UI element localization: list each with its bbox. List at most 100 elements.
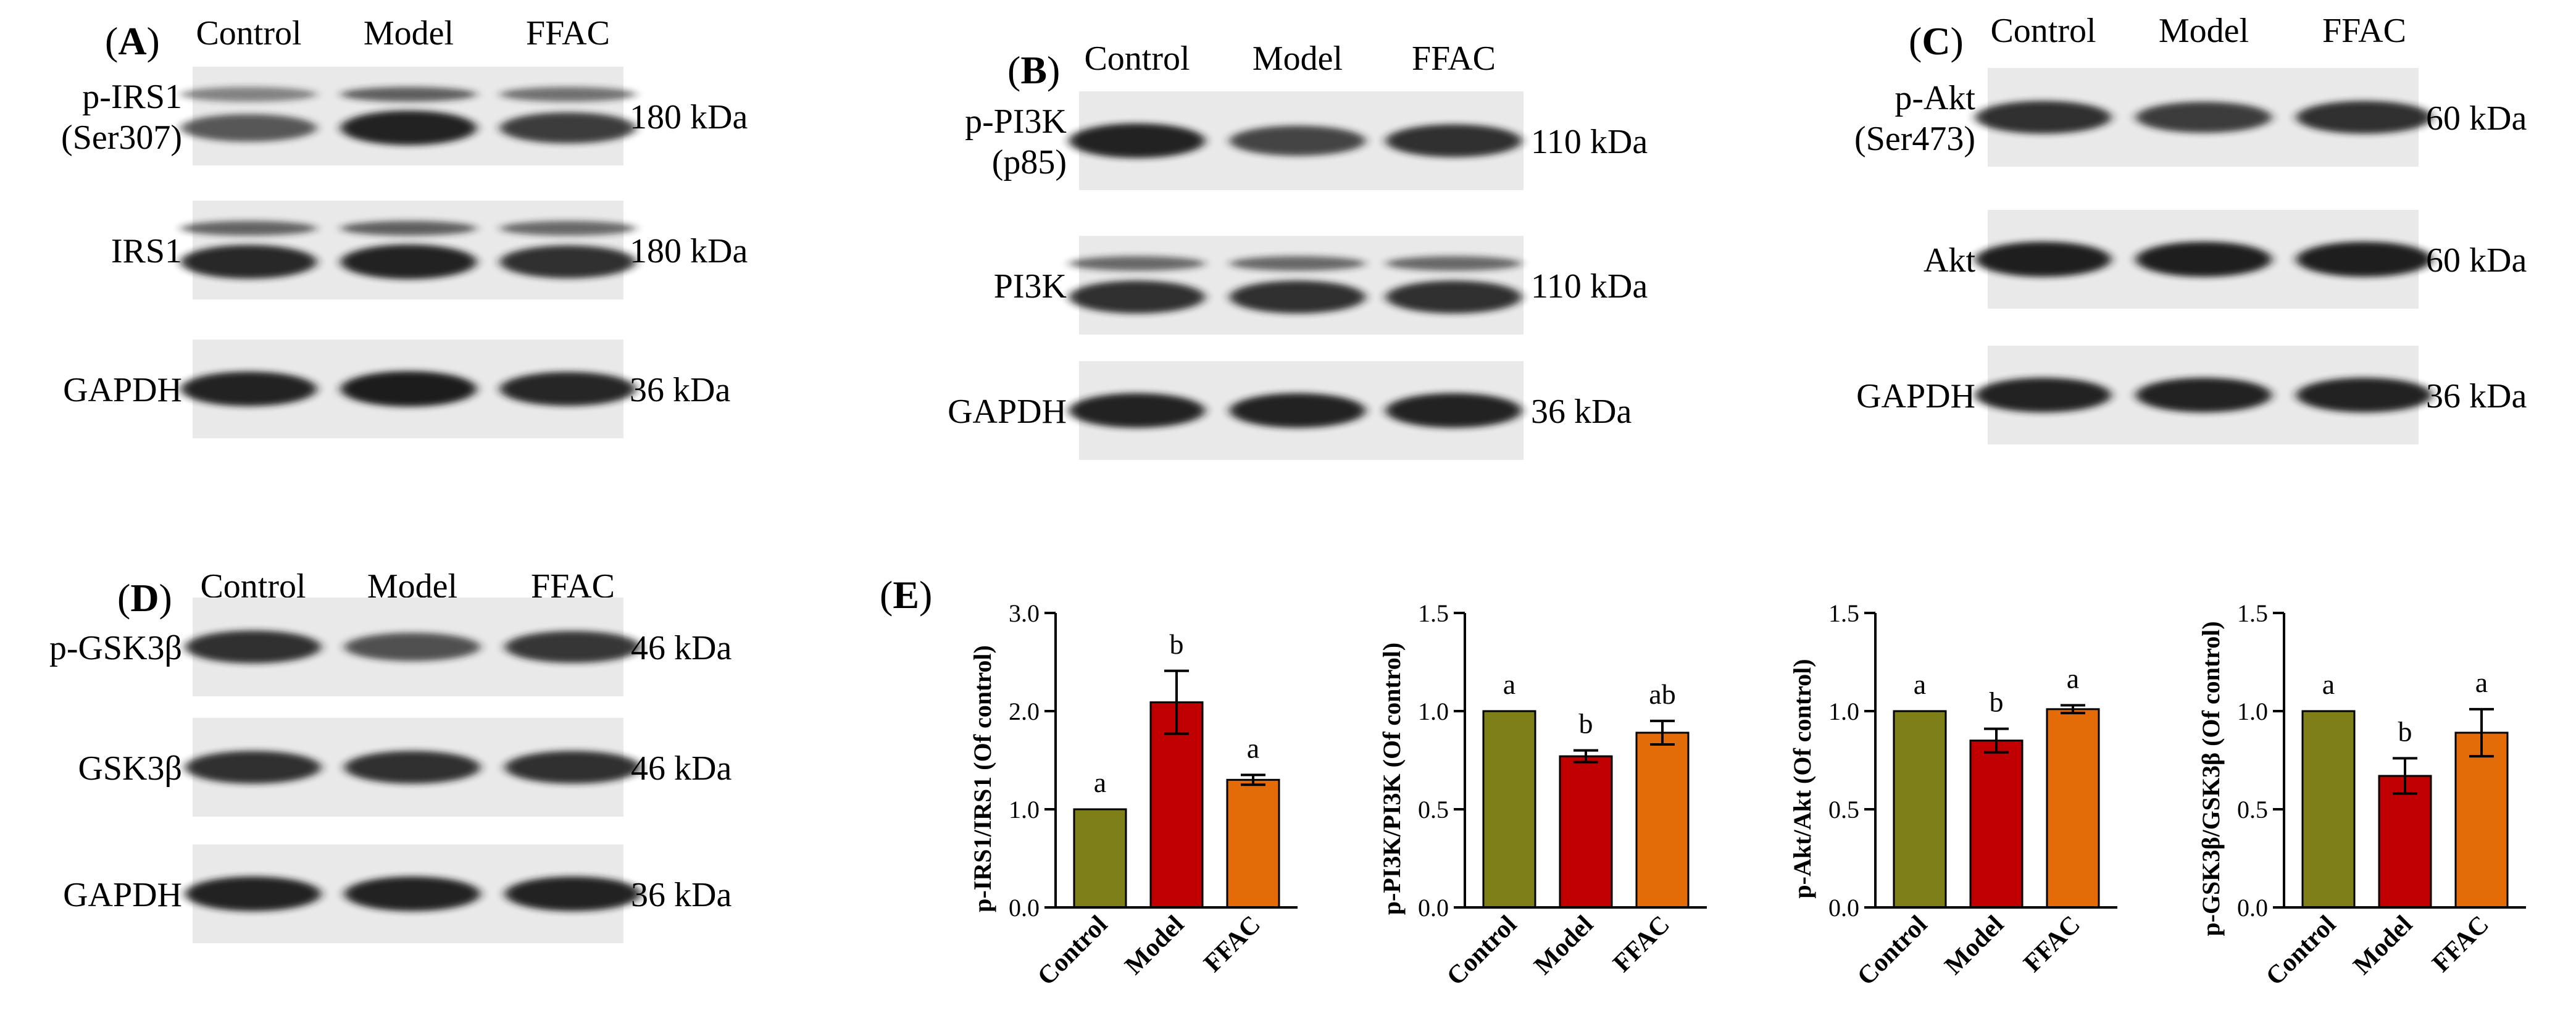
protein-label: p-PI3K (965, 102, 1067, 141)
bar-model (1559, 755, 1613, 909)
protein-band (2136, 377, 2272, 413)
protein-band (344, 632, 480, 662)
protein-band-upper (500, 86, 636, 102)
y-tick-label: 1.5 (2237, 599, 2268, 627)
bar-chart-3: 0.0 0.5 1.0 1.5 p-Akt/Akt (Of control) a Contr… (1788, 599, 2117, 991)
bar-ffac (2454, 731, 2509, 909)
bar-ffac (1226, 778, 1280, 909)
protein-label: IRS1 (111, 232, 182, 270)
lane-label-control: Control (1990, 12, 2096, 50)
blot-row: GSK3β 46 kDa (78, 718, 732, 817)
molecular-weight-label: 60 kDa (2426, 241, 2527, 280)
protein-label: (p85) (992, 143, 1067, 181)
bar-model (2378, 775, 2432, 909)
protein-band (2296, 101, 2432, 134)
significance-letter: a (2067, 662, 2079, 694)
significance-letter: ab (1649, 678, 1675, 710)
protein-label: PI3K (994, 267, 1067, 306)
significance-letter: a (1503, 669, 1515, 700)
molecular-weight-label: 36 kDa (2426, 377, 2527, 415)
x-tick-label: Control (1852, 911, 1933, 991)
x-tick-label: FFAC (2427, 911, 2495, 978)
protein-label: p-IRS1 (82, 78, 182, 116)
bar-control (1073, 808, 1127, 909)
protein-band (505, 876, 641, 912)
significance-letter: b (2398, 715, 2412, 747)
protein-label: GAPDH (63, 371, 182, 409)
x-tick-label: Control (2261, 911, 2341, 991)
molecular-weight-label: 46 kDa (631, 629, 732, 667)
protein-band-upper (341, 86, 477, 102)
y-axis-label: p-IRS1/IRS1 (Of control) (969, 645, 996, 912)
panel-letter: (B) (1007, 48, 1060, 92)
protein-band (505, 631, 641, 663)
significance-letter: a (1914, 669, 1926, 700)
protein-band (1069, 123, 1205, 159)
bar-control (1893, 710, 1947, 909)
y-tick-label: 1.5 (1418, 599, 1449, 627)
protein-band (2296, 241, 2432, 277)
protein-band (1069, 393, 1205, 428)
x-tick-label: Model (1120, 911, 1190, 980)
x-tick-label: Model (2348, 911, 2418, 980)
protein-label: GAPDH (1856, 377, 1975, 415)
y-tick-label: 0.5 (2237, 796, 2268, 823)
protein-band (1975, 101, 2111, 134)
y-axis-label: p-PI3K/PI3K (Of control) (1378, 643, 1406, 915)
protein-band-upper (500, 220, 636, 236)
molecular-weight-label: 180 kDa (630, 232, 748, 270)
protein-band (500, 112, 636, 144)
molecular-weight-label: 36 kDa (631, 876, 732, 914)
protein-band-upper (181, 86, 317, 102)
blot-row: IRS1 180 kDa (111, 201, 748, 299)
x-tick-label: FFAC (1608, 911, 1676, 978)
protein-band (185, 751, 321, 784)
protein-band (1069, 280, 1205, 314)
molecular-weight-label: 46 kDa (631, 749, 732, 788)
protein-band-upper (341, 220, 477, 236)
protein-band (185, 630, 321, 664)
protein-band (1230, 125, 1365, 156)
x-tick-label: Control (1441, 911, 1522, 991)
protein-band (181, 244, 317, 279)
protein-band (2296, 377, 2432, 413)
y-tick-label: 1.0 (2237, 698, 2268, 725)
blot-row: p-GSK3β 46 kDa (49, 598, 732, 696)
bar-chart-1: 0.0 1.0 2.0 3.0 p-IRS1/IRS1 (Of control) a Con… (969, 599, 1298, 991)
protein-band-upper (1069, 256, 1205, 271)
y-tick-label: 2.0 (1009, 698, 1040, 725)
protein-band (1386, 280, 1522, 314)
protein-band (500, 372, 636, 406)
lane-label-model: Model (1253, 40, 1343, 78)
lane-label-ffac: FFAC (1412, 40, 1496, 78)
protein-label: GAPDH (63, 876, 182, 914)
protein-band (181, 114, 317, 142)
significance-letter: b (1579, 708, 1593, 740)
protein-band-upper (181, 220, 317, 236)
protein-band (2136, 241, 2272, 277)
lane-label-control: Control (1084, 40, 1190, 78)
significance-letter: a (1094, 767, 1106, 798)
bar-chart-2: 0.0 0.5 1.0 1.5 p-PI3K/PI3K (Of control) a Con… (1378, 599, 1707, 991)
lane-label-ffac: FFAC (526, 14, 610, 52)
molecular-weight-label: 36 kDa (1531, 393, 1632, 431)
protein-label: (Ser307) (61, 119, 182, 157)
protein-band (344, 751, 480, 784)
x-tick-label: FFAC (2019, 911, 2086, 978)
y-tick-label: 1.0 (1009, 796, 1040, 823)
lane-label-model: Model (364, 14, 454, 52)
blot-row: p-IRS1(Ser307) 180 kDa (61, 67, 748, 165)
y-tick-label: 0.5 (1828, 796, 1859, 823)
panel-letter: (E) (880, 573, 932, 617)
protein-label: GSK3β (78, 749, 182, 788)
bar-model (1969, 740, 2024, 909)
protein-label: p-Akt (1894, 79, 1975, 117)
blot-row: PI3K 110 kDa (994, 236, 1648, 335)
protein-band (1230, 280, 1365, 314)
blot-row: GAPDH 36 kDa (63, 844, 732, 943)
protein-band (505, 751, 641, 784)
protein-band (1386, 124, 1522, 157)
y-tick-label: 0.0 (1418, 894, 1449, 922)
